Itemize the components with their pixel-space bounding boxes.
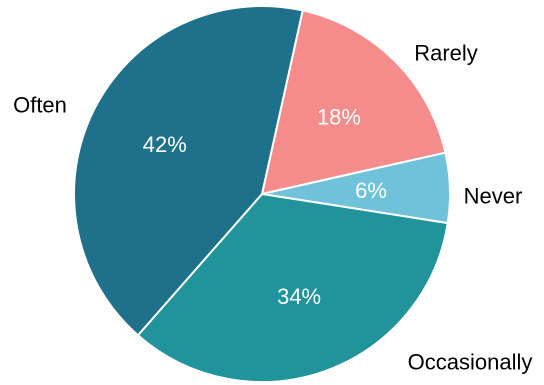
pie-value-labels: 18% 6% 34% 42%: [143, 104, 387, 309]
pie-slice-occasionally: [136, 193, 449, 383]
pie-category-labels: Rarely Never Occasionally Often: [13, 41, 532, 375]
category-label-never: Never: [464, 184, 523, 209]
category-label-often: Often: [13, 93, 67, 118]
pie-slices: [73, 5, 451, 383]
slice-value-label-often: 42%: [143, 132, 187, 157]
pie-slice-often: [73, 5, 304, 337]
slice-value-label-occasionally: 34%: [277, 284, 321, 309]
category-label-occasionally: Occasionally: [408, 350, 533, 375]
pie-slice-rarely: [261, 9, 447, 195]
slice-value-label-never: 6%: [355, 178, 387, 203]
slice-value-label-rarely: 18%: [317, 104, 361, 129]
category-label-rarely: Rarely: [414, 41, 478, 66]
